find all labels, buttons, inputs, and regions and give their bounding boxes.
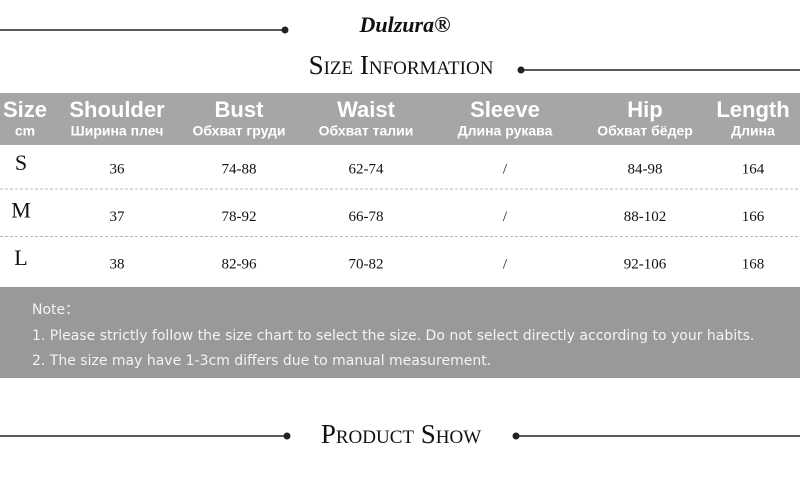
column-subtitle: Ширина плеч <box>71 123 164 139</box>
note-heading: Note： <box>32 302 79 318</box>
brand: Dulzura® <box>358 12 450 37</box>
section-title: Size Information <box>309 50 494 80</box>
column-subtitle: Длина рукава <box>458 123 553 139</box>
column-title: Sleeve <box>470 97 540 122</box>
cell: 168 <box>742 256 765 272</box>
column-subtitle: Обхват груди <box>192 123 285 139</box>
cell: 164 <box>742 161 765 177</box>
column-subtitle: Обхват бёдер <box>597 123 693 139</box>
size-label: S <box>15 150 27 175</box>
column-title: Hip <box>627 97 662 122</box>
cell: 66-78 <box>349 209 384 225</box>
cell: 92-106 <box>624 256 667 272</box>
dot <box>281 26 289 34</box>
cell: 84-98 <box>628 161 663 177</box>
cell: 82-96 <box>222 256 257 272</box>
cell: 74-88 <box>222 161 257 177</box>
column-title: Shoulder <box>69 97 165 122</box>
size-label: M <box>11 198 31 223</box>
note-line: 2. The size may have 1-3cm differs due t… <box>32 353 491 369</box>
column-title: Bust <box>215 97 265 122</box>
cell: 88-102 <box>624 209 667 225</box>
cell: / <box>503 256 508 272</box>
cell: 70-82 <box>349 256 384 272</box>
size-label: L <box>14 245 27 270</box>
cell: 38 <box>110 256 125 272</box>
column-title: Size <box>3 97 47 122</box>
note-box <box>0 287 800 378</box>
cell: / <box>503 209 508 225</box>
table-header <box>0 93 800 145</box>
dot <box>283 432 291 440</box>
cell: 36 <box>110 161 126 177</box>
column-subtitle: Обхват талии <box>319 123 414 139</box>
column-subtitle: cm <box>15 123 35 139</box>
column-title: Waist <box>337 97 396 122</box>
section-title: Product Show <box>321 419 481 449</box>
column-subtitle: Длина <box>731 123 775 139</box>
cell: 37 <box>110 209 126 225</box>
note-line: 1. Please strictly follow the size chart… <box>32 328 754 344</box>
cell: / <box>503 161 508 177</box>
cell: 78-92 <box>222 209 257 225</box>
cell: 166 <box>742 209 765 225</box>
column-title: Length <box>716 97 789 122</box>
cell: 62-74 <box>349 161 384 177</box>
